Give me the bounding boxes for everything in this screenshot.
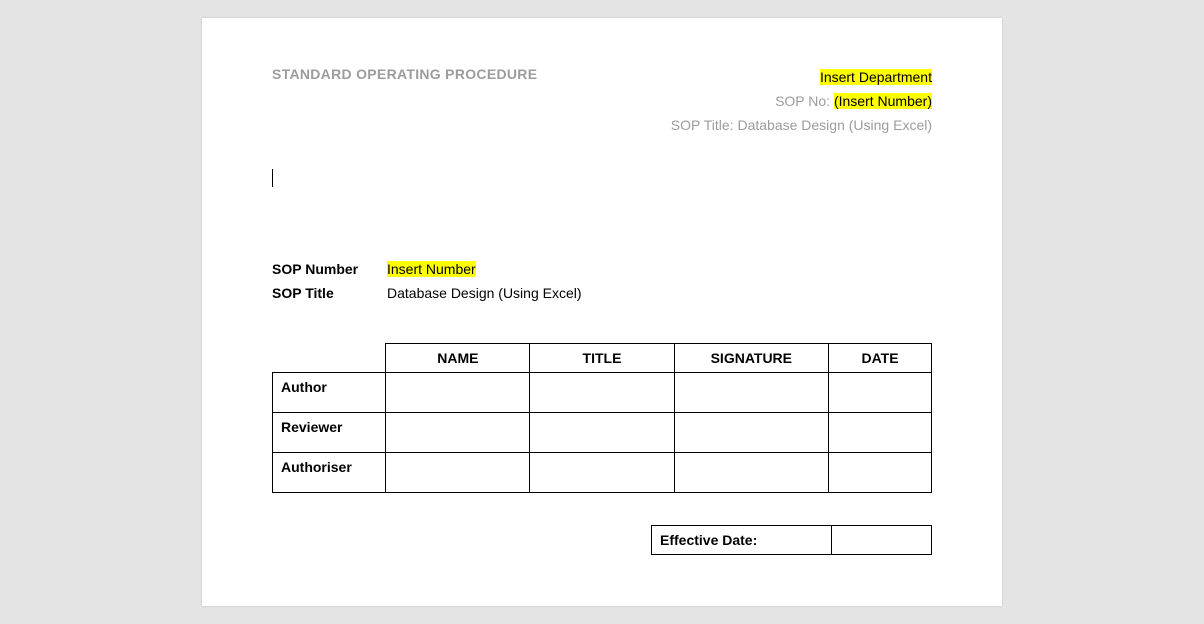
sop-title-header-label: SOP Title: — [671, 117, 738, 133]
approval-header-row: NAME TITLE SIGNATURE DATE — [273, 344, 932, 373]
author-title[interactable] — [530, 373, 674, 413]
table-row: Reviewer — [273, 413, 932, 453]
sop-number-value: Insert Number — [387, 261, 476, 277]
authoriser-name[interactable] — [386, 453, 530, 493]
department-placeholder: Insert Department — [820, 69, 932, 85]
col-name: NAME — [386, 344, 530, 373]
col-date: DATE — [829, 344, 932, 373]
approval-corner-cell — [273, 344, 386, 373]
reviewer-name[interactable] — [386, 413, 530, 453]
sop-title-line: SOP Title: Database Design (Using Excel) — [671, 114, 932, 138]
sop-number-highlight: Insert Number — [387, 261, 476, 277]
authoriser-title[interactable] — [530, 453, 674, 493]
sop-number-row: SOP Number Insert Number — [272, 261, 932, 277]
author-name[interactable] — [386, 373, 530, 413]
header-title: STANDARD OPERATING PROCEDURE — [272, 66, 537, 82]
reviewer-signature[interactable] — [674, 413, 828, 453]
authoriser-date[interactable] — [829, 453, 932, 493]
text-cursor — [272, 169, 273, 187]
sop-title-row: SOP Title Database Design (Using Excel) — [272, 285, 932, 301]
sop-info-block: SOP Number Insert Number SOP Title Datab… — [272, 261, 932, 301]
col-signature: SIGNATURE — [674, 344, 828, 373]
department-line: Insert Department — [671, 66, 932, 90]
sop-number-label: SOP Number — [272, 261, 387, 277]
authoriser-signature[interactable] — [674, 453, 828, 493]
approval-table: NAME TITLE SIGNATURE DATE Author Reviewe… — [272, 343, 932, 493]
sop-title-value: Database Design (Using Excel) — [387, 285, 582, 301]
role-reviewer: Reviewer — [273, 413, 386, 453]
effective-date-table: Effective Date: — [651, 525, 932, 555]
table-row: Author — [273, 373, 932, 413]
header-right-block: Insert Department SOP No: (Insert Number… — [671, 66, 932, 137]
role-author: Author — [273, 373, 386, 413]
sop-title-header-value: Database Design (Using Excel) — [737, 117, 932, 133]
reviewer-date[interactable] — [829, 413, 932, 453]
role-authoriser: Authoriser — [273, 453, 386, 493]
effective-row: Effective Date: — [652, 526, 932, 555]
sop-no-placeholder: (Insert Number) — [834, 93, 932, 109]
document-header: STANDARD OPERATING PROCEDURE Insert Depa… — [272, 66, 932, 137]
sop-no-line: SOP No: (Insert Number) — [671, 90, 932, 114]
author-date[interactable] — [829, 373, 932, 413]
text-cursor-area[interactable] — [272, 169, 932, 191]
document-page: STANDARD OPERATING PROCEDURE Insert Depa… — [202, 18, 1002, 606]
sop-no-label: SOP No: — [775, 93, 834, 109]
author-signature[interactable] — [674, 373, 828, 413]
effective-date-label: Effective Date: — [652, 526, 832, 555]
effective-date-value[interactable] — [832, 526, 932, 555]
sop-title-label: SOP Title — [272, 285, 387, 301]
reviewer-title[interactable] — [530, 413, 674, 453]
table-row: Authoriser — [273, 453, 932, 493]
col-title: TITLE — [530, 344, 674, 373]
